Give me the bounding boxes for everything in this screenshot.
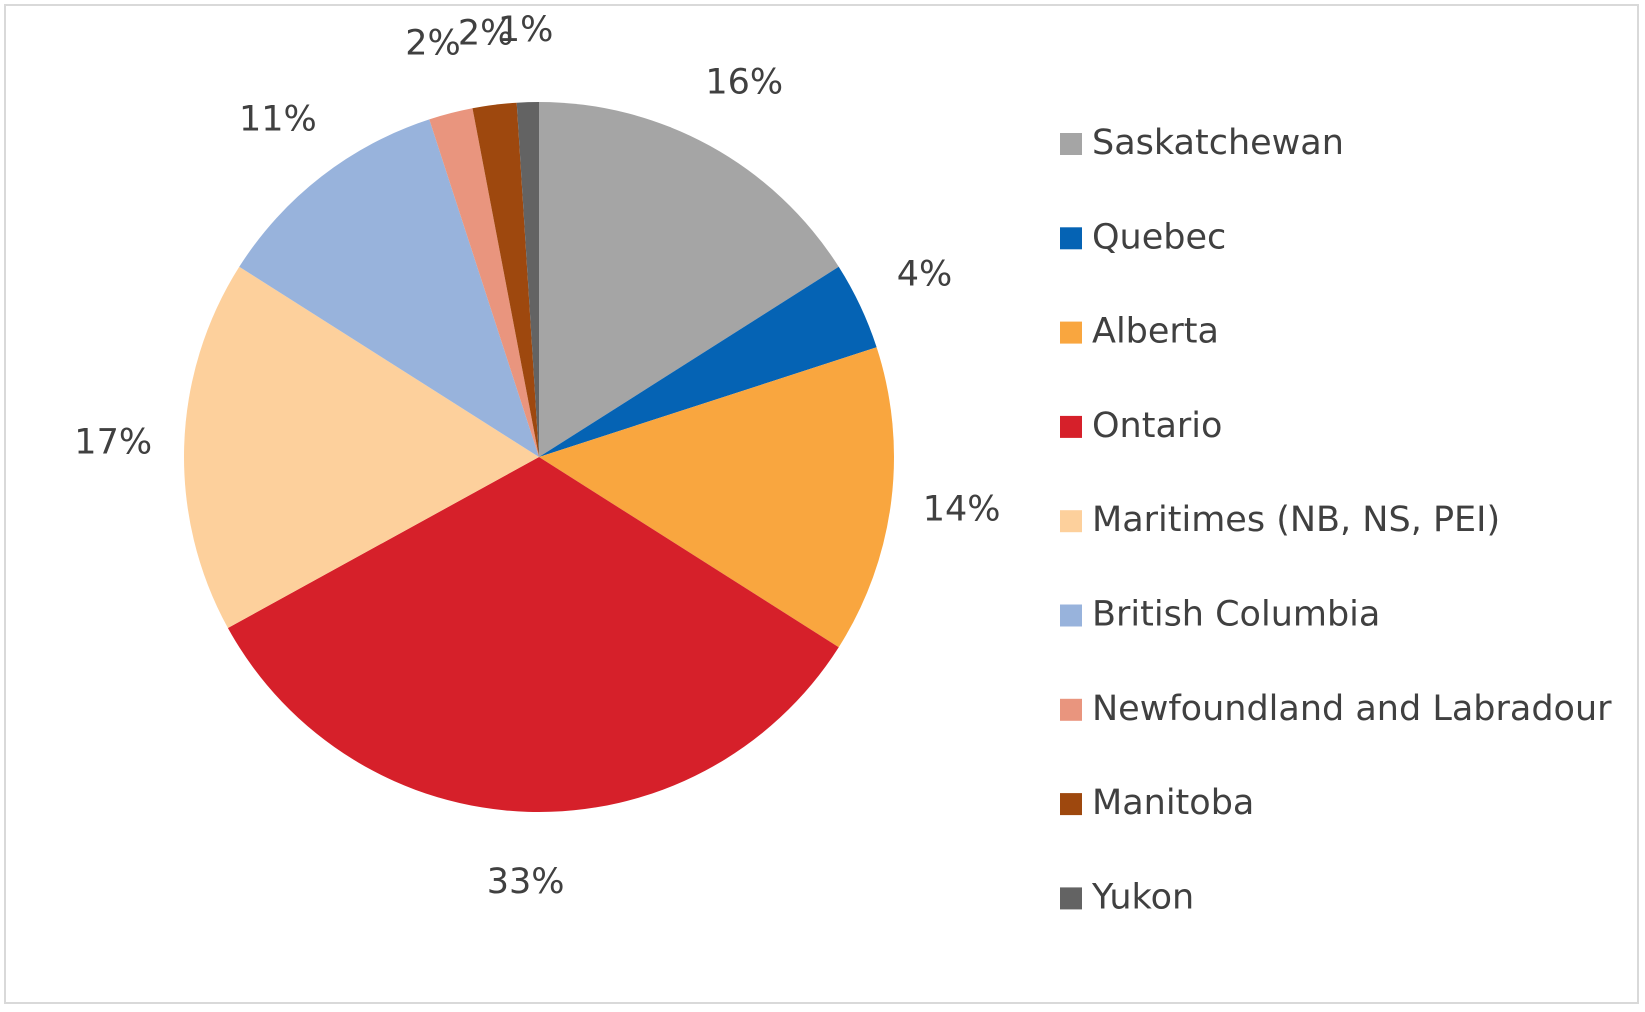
legend-swatch [1060, 415, 1082, 438]
data-label: 2% [458, 13, 514, 53]
data-label: 4% [897, 255, 953, 295]
legend-label: Quebec [1092, 217, 1226, 257]
pie-slice [539, 102, 839, 457]
legend-swatch [1060, 510, 1082, 533]
legend-swatch [1060, 133, 1082, 155]
legend-label: Manitoba [1092, 783, 1254, 823]
legend-swatch [1060, 321, 1082, 344]
pie-slice [472, 102, 539, 458]
legend-swatch [1060, 698, 1082, 721]
legend-label: Saskatchewan [1092, 123, 1344, 163]
data-label: 11% [239, 99, 317, 139]
pie-slice [239, 119, 539, 457]
legend-swatch [1060, 227, 1082, 250]
data-label: 14% [923, 489, 1001, 529]
legend-label: Alberta [1092, 312, 1219, 352]
legend-label: Newfoundland and Labradour [1092, 689, 1612, 729]
legend-label: Ontario [1092, 406, 1222, 446]
legend-label: Yukon [1091, 877, 1194, 917]
legend-swatch [1060, 793, 1082, 816]
pie-slice [184, 266, 539, 629]
pie-slice [429, 108, 539, 457]
pie-slice [516, 102, 539, 457]
data-label: 2% [405, 23, 461, 63]
legend-label: Maritimes (NB, NS, PEI) [1092, 500, 1500, 540]
pie-slice [227, 457, 839, 812]
data-label: 17% [74, 423, 152, 463]
legend-label: British Columbia [1092, 595, 1380, 635]
data-label: 16% [705, 63, 783, 103]
pie-slice [539, 347, 894, 648]
pie-slice [539, 266, 877, 457]
data-label: 1% [498, 10, 554, 50]
data-label: 33% [487, 862, 565, 902]
legend-swatch [1060, 604, 1082, 627]
legend-swatch [1060, 887, 1082, 910]
